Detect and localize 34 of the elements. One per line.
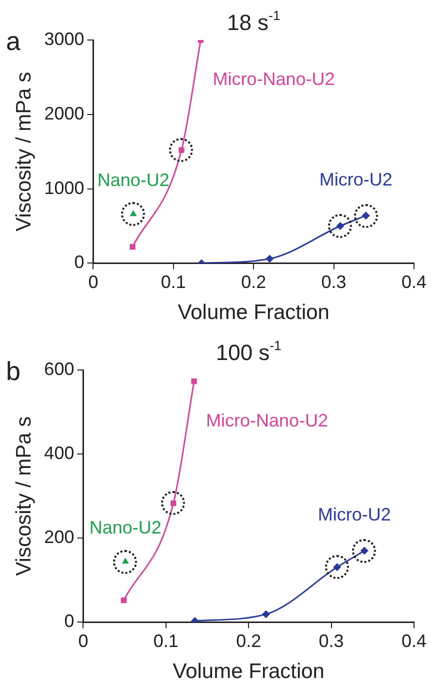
x-axis-title: Volume Fraction bbox=[172, 660, 324, 684]
y-tick-label: 2000 bbox=[44, 103, 84, 124]
y-tick-label: 400 bbox=[44, 443, 74, 464]
x-tick-label: 0.3 bbox=[318, 630, 344, 651]
x-tick-label: 0.2 bbox=[241, 272, 266, 292]
y-tick-label: 200 bbox=[44, 527, 74, 548]
point bbox=[120, 598, 127, 604]
x-tick-label: 0.2 bbox=[236, 630, 262, 651]
y-tick-label: 600 bbox=[44, 358, 74, 379]
series-label: Micro-U2 bbox=[318, 504, 391, 525]
point bbox=[266, 254, 274, 263]
series-label: Micro-Nano-U2 bbox=[212, 69, 335, 89]
y-tick-label: 1000 bbox=[44, 178, 84, 198]
point bbox=[130, 244, 136, 250]
x-tick-label: 0.1 bbox=[160, 272, 186, 292]
x-tick-label: 0.4 bbox=[401, 272, 427, 292]
text: b bbox=[6, 356, 20, 386]
point bbox=[262, 610, 270, 618]
y-axis-title: Viscosity / mPa s bbox=[12, 72, 36, 232]
y-tick-label: 0 bbox=[64, 611, 74, 632]
x-tick-label: 0.3 bbox=[321, 272, 346, 292]
text: a bbox=[6, 26, 21, 56]
point bbox=[191, 378, 197, 384]
x-axis-title: Volume Fraction bbox=[178, 301, 330, 324]
y-axis-title: Viscosity / mPa s bbox=[12, 416, 36, 576]
x-tick-label: 0.1 bbox=[153, 630, 178, 651]
series-label: Micro-U2 bbox=[319, 170, 392, 190]
x-tick-label: 0.4 bbox=[401, 630, 427, 651]
series-label: Nano-U2 bbox=[89, 518, 162, 538]
series-label: Micro-Nano-U2 bbox=[206, 410, 328, 430]
y-tick-label: 3000 bbox=[44, 28, 84, 49]
x-tick-label: 0 bbox=[88, 272, 98, 292]
y-tick-label: 0 bbox=[74, 252, 84, 272]
series-label: Nano-U2 bbox=[97, 170, 170, 190]
